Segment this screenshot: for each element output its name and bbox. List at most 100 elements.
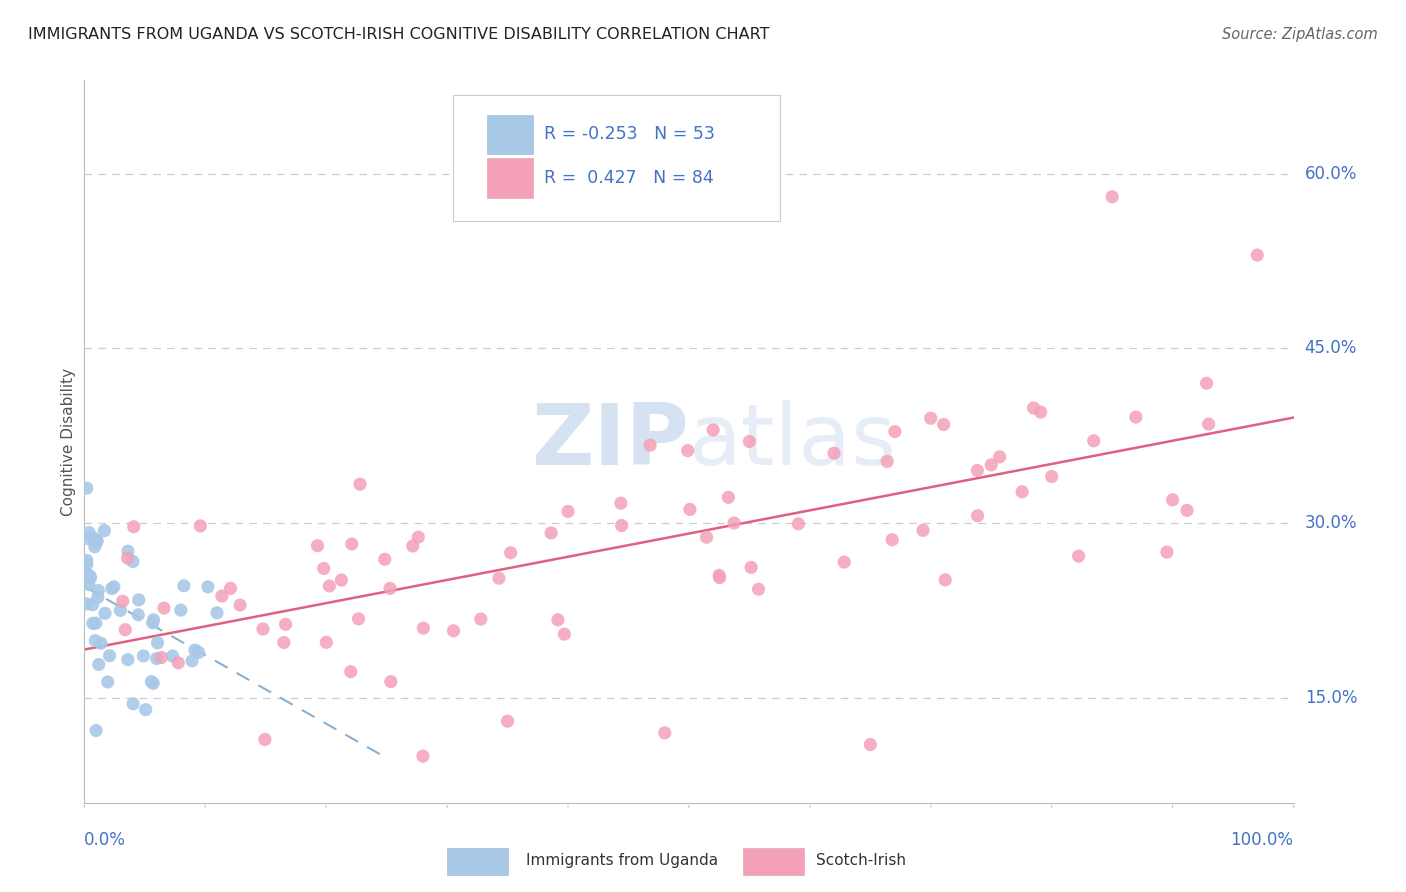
- Point: [408, 530, 430, 544]
- Point: [1083, 434, 1105, 448]
- Text: 45.0%: 45.0%: [1305, 339, 1357, 358]
- Point: [540, 525, 562, 540]
- Point: [98, 648, 121, 663]
- Point: [83, 540, 105, 554]
- FancyBboxPatch shape: [486, 158, 533, 198]
- Point: [340, 537, 363, 551]
- Point: [702, 423, 724, 437]
- Point: [187, 645, 209, 659]
- Point: [920, 411, 942, 425]
- Point: [76, 597, 98, 611]
- Point: [114, 623, 136, 637]
- Point: [173, 579, 195, 593]
- Point: [378, 582, 401, 596]
- Point: [1029, 405, 1052, 419]
- Point: [84, 616, 107, 631]
- Point: [117, 551, 139, 566]
- Text: 100.0%: 100.0%: [1230, 830, 1294, 848]
- Point: [1011, 484, 1033, 499]
- Point: [717, 491, 740, 505]
- Text: 60.0%: 60.0%: [1305, 164, 1357, 183]
- Point: [86, 533, 108, 548]
- Point: [167, 656, 190, 670]
- Point: [883, 425, 905, 439]
- Point: [97, 675, 120, 690]
- Point: [1198, 417, 1220, 431]
- Point: [146, 636, 169, 650]
- Point: [553, 627, 575, 641]
- Point: [1156, 545, 1178, 559]
- Point: [911, 524, 934, 538]
- FancyBboxPatch shape: [486, 114, 533, 154]
- Point: [197, 580, 219, 594]
- Point: [966, 463, 988, 477]
- Point: [86, 534, 108, 549]
- Point: [349, 477, 371, 491]
- Point: [1101, 190, 1123, 204]
- Text: Scotch-Irish: Scotch-Irish: [815, 853, 905, 868]
- Point: [832, 555, 855, 569]
- Point: [76, 481, 98, 495]
- Point: [141, 674, 163, 689]
- Point: [610, 518, 633, 533]
- Point: [882, 533, 904, 547]
- Point: [122, 697, 145, 711]
- Point: [76, 553, 98, 567]
- Text: R =  0.427   N = 84: R = 0.427 N = 84: [544, 169, 714, 186]
- Y-axis label: Cognitive Disability: Cognitive Disability: [60, 368, 76, 516]
- Point: [374, 552, 396, 566]
- Point: [876, 454, 898, 468]
- Point: [142, 615, 165, 630]
- Point: [679, 502, 702, 516]
- FancyBboxPatch shape: [744, 847, 804, 875]
- Point: [339, 665, 361, 679]
- Point: [709, 570, 731, 584]
- Point: [229, 598, 252, 612]
- Point: [122, 520, 145, 534]
- Point: [488, 571, 510, 585]
- Point: [1022, 401, 1045, 415]
- Point: [219, 582, 242, 596]
- Point: [87, 657, 110, 672]
- FancyBboxPatch shape: [453, 95, 780, 221]
- Point: [190, 519, 212, 533]
- Point: [380, 674, 402, 689]
- Point: [412, 749, 434, 764]
- Point: [76, 567, 98, 582]
- Text: Source: ZipAtlas.com: Source: ZipAtlas.com: [1222, 27, 1378, 42]
- Point: [412, 621, 434, 635]
- Point: [117, 544, 139, 558]
- Point: [87, 583, 110, 598]
- Point: [84, 723, 107, 738]
- Text: ZIP: ZIP: [531, 400, 689, 483]
- Point: [79, 571, 101, 585]
- Point: [150, 650, 173, 665]
- Point: [274, 617, 297, 632]
- Point: [547, 613, 569, 627]
- FancyBboxPatch shape: [447, 847, 508, 875]
- Point: [1067, 549, 1090, 563]
- Point: [470, 612, 492, 626]
- Point: [117, 653, 139, 667]
- Point: [93, 524, 115, 538]
- Point: [142, 676, 165, 690]
- Point: [723, 516, 745, 530]
- Point: [79, 569, 101, 583]
- Point: [696, 530, 718, 544]
- Point: [823, 446, 845, 460]
- Point: [747, 582, 769, 597]
- Point: [145, 651, 167, 665]
- Point: [127, 607, 149, 622]
- Text: 0.0%: 0.0%: [84, 830, 127, 848]
- Point: [966, 508, 988, 523]
- Point: [135, 703, 157, 717]
- Point: [443, 624, 465, 638]
- Point: [318, 579, 340, 593]
- Point: [859, 738, 882, 752]
- Point: [128, 593, 150, 607]
- Point: [988, 450, 1011, 464]
- Text: R = -0.253   N = 53: R = -0.253 N = 53: [544, 126, 714, 144]
- Point: [787, 516, 810, 531]
- Point: [77, 532, 100, 546]
- Point: [980, 458, 1002, 472]
